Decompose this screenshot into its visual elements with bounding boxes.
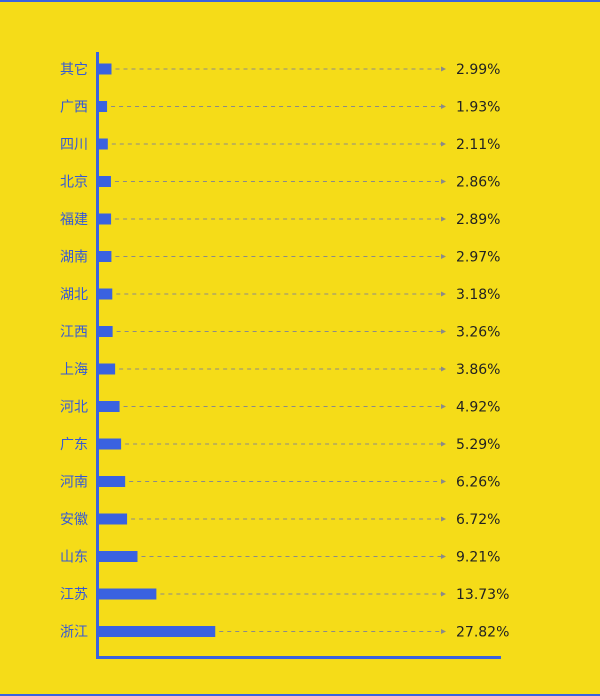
value-label: 2.86% — [456, 175, 500, 191]
bar — [99, 626, 216, 637]
leader-arrow — [441, 254, 446, 259]
category-label: 其它 — [60, 61, 88, 78]
leader-arrow — [441, 554, 446, 559]
category-label: 山东 — [60, 550, 88, 566]
leader-arrow — [441, 404, 446, 409]
leader-arrow — [441, 441, 446, 447]
value-label: 3.86% — [456, 362, 500, 378]
leader-arrow — [441, 216, 446, 222]
value-label: 2.11% — [456, 137, 500, 153]
bar — [99, 588, 157, 600]
bar — [99, 63, 112, 75]
category-label: 江西 — [60, 325, 88, 341]
leader-arrow — [441, 179, 446, 184]
bar — [99, 326, 113, 337]
category-label: 河南 — [60, 475, 88, 491]
category-label: 北京 — [60, 175, 88, 191]
value-label: 2.97% — [456, 250, 500, 266]
value-label: 6.72% — [456, 512, 500, 528]
category-label: 广东 — [60, 437, 88, 453]
value-label: 2.99% — [456, 62, 500, 78]
leader-arrow — [441, 479, 446, 484]
value-label: 4.92% — [456, 400, 500, 416]
value-label: 3.26% — [456, 325, 500, 341]
leader-arrow — [441, 366, 446, 372]
bar — [99, 101, 108, 112]
category-label: 江苏 — [60, 587, 88, 603]
bar — [99, 138, 108, 150]
category-label: 河北 — [60, 400, 88, 416]
leader-arrow — [441, 66, 446, 72]
category-label: 上海 — [60, 362, 88, 378]
leader-arrow — [441, 591, 446, 597]
category-label: 四川 — [60, 137, 88, 153]
value-label: 9.21% — [456, 550, 500, 566]
category-label: 广西 — [60, 100, 88, 116]
category-label: 湖北 — [60, 287, 88, 303]
value-label: 13.73% — [456, 587, 509, 603]
value-label: 27.82% — [456, 625, 509, 641]
leader-arrow — [441, 516, 446, 522]
bar — [99, 551, 138, 562]
leader-arrow — [441, 329, 446, 334]
value-label: 1.93% — [456, 100, 500, 116]
category-label: 湖南 — [60, 250, 88, 266]
leader-arrow — [441, 291, 446, 297]
bar — [99, 213, 112, 225]
bar — [99, 476, 126, 487]
value-label: 3.18% — [456, 287, 500, 303]
category-label: 安徽 — [60, 512, 88, 528]
category-label: 浙江 — [60, 625, 88, 641]
bar — [99, 251, 112, 262]
value-label: 6.26% — [456, 475, 500, 491]
bar — [99, 438, 122, 450]
bar — [99, 288, 113, 300]
leader-arrow — [441, 629, 446, 634]
bar — [99, 176, 111, 187]
value-label: 2.89% — [456, 212, 500, 228]
category-label: 福建 — [60, 212, 88, 228]
bar — [99, 363, 116, 375]
leader-arrow — [441, 104, 446, 109]
leader-arrow — [441, 141, 446, 147]
value-label: 5.29% — [456, 437, 500, 453]
bar — [99, 401, 120, 412]
bar — [99, 513, 128, 525]
